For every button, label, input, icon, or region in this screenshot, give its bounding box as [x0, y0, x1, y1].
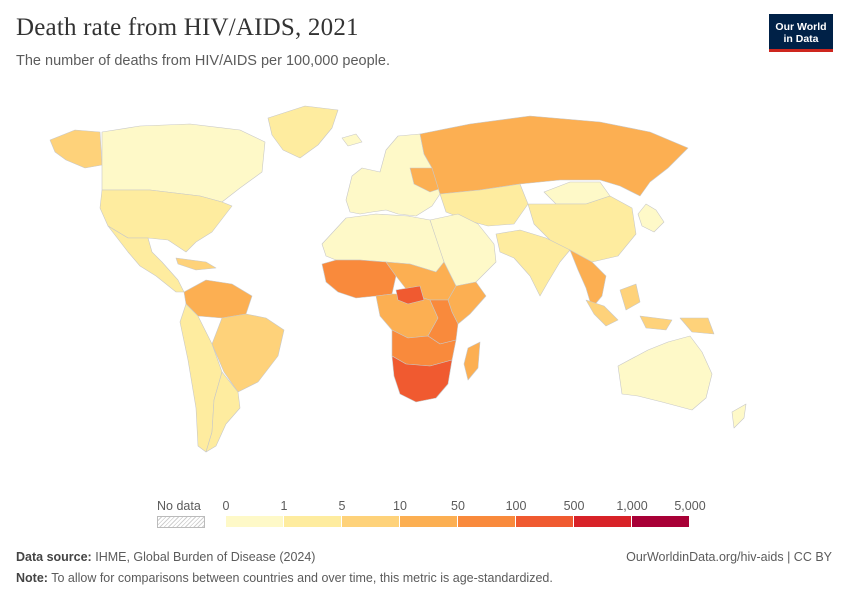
legend-tick-label: 50: [451, 499, 465, 513]
region-southeast-asia[interactable]: [569, 249, 607, 309]
legend-swatch[interactable]: [400, 516, 458, 527]
region-new-zealand[interactable]: [731, 403, 747, 429]
legend-tick-label: 1,000: [616, 499, 648, 513]
legend-tick-label: 5: [338, 499, 346, 513]
region-russia[interactable]: [419, 115, 689, 197]
region-south-asia[interactable]: [495, 229, 571, 297]
legend-swatch[interactable]: [632, 516, 690, 527]
legend-no-data-swatch: [157, 516, 205, 528]
chart-subtitle: The number of deaths from HIV/AIDS per 1…: [16, 53, 390, 69]
legend-tick-label: 5,000: [674, 499, 706, 513]
region-west-africa[interactable]: [321, 259, 397, 299]
region-madagascar[interactable]: [463, 341, 481, 381]
footer-source: Data source: IHME, Global Burden of Dise…: [16, 550, 315, 564]
footer-source-text: IHME, Global Burden of Disease (2024): [95, 550, 316, 564]
footer-note-label: Note:: [16, 571, 48, 585]
logo-line-1: Our World: [775, 21, 827, 33]
legend-tick-label: 10: [393, 499, 407, 513]
legend-swatch[interactable]: [342, 516, 400, 527]
chart-title: Death rate from HIV/AIDS, 2021: [16, 14, 359, 41]
legend-no-data-label: No data: [157, 499, 201, 513]
legend-swatch[interactable]: [226, 516, 284, 527]
map-legend: No data 0 1 5 10 50 100 500 1,000 5,000: [0, 495, 850, 535]
region-usa[interactable]: [99, 189, 233, 253]
legend-tick-label: 100: [505, 499, 527, 513]
legend-swatch[interactable]: [284, 516, 342, 527]
footer-note: Note: To allow for comparisons between c…: [16, 571, 553, 585]
region-greenland[interactable]: [267, 105, 339, 159]
footer-source-label: Data source:: [16, 550, 92, 564]
region-central-asia[interactable]: [439, 183, 529, 227]
region-alaska[interactable]: [49, 129, 103, 169]
region-papua-new-guinea[interactable]: [679, 317, 715, 335]
legend-tick-label: 1: [280, 499, 288, 513]
legend-tick-label: 500: [563, 499, 585, 513]
region-southern-africa[interactable]: [391, 355, 453, 403]
footer-note-text: To allow for comparisons between countri…: [51, 571, 553, 585]
region-australia[interactable]: [617, 335, 713, 411]
owid-logo[interactable]: Our World in Data: [769, 14, 833, 52]
world-map: [49, 105, 747, 453]
region-southern-cone[interactable]: [205, 371, 241, 453]
region-brazil[interactable]: [211, 313, 285, 393]
legend-swatch[interactable]: [516, 516, 574, 527]
region-central-african-republic[interactable]: [395, 285, 425, 305]
region-mexico-central-america[interactable]: [107, 225, 185, 293]
region-maritime-southeast-asia[interactable]: [585, 283, 673, 331]
region-east-asia-islands[interactable]: [637, 203, 665, 233]
legend-swatch[interactable]: [574, 516, 632, 527]
region-caribbean[interactable]: [175, 257, 217, 271]
logo-line-2: in Data: [783, 33, 819, 45]
footer-url[interactable]: OurWorldinData.org/hiv-aids | CC BY: [626, 550, 832, 564]
region-china[interactable]: [527, 195, 637, 263]
legend-tick-label: 0: [222, 499, 230, 513]
legend-swatch[interactable]: [458, 516, 516, 527]
region-iceland[interactable]: [341, 133, 363, 147]
